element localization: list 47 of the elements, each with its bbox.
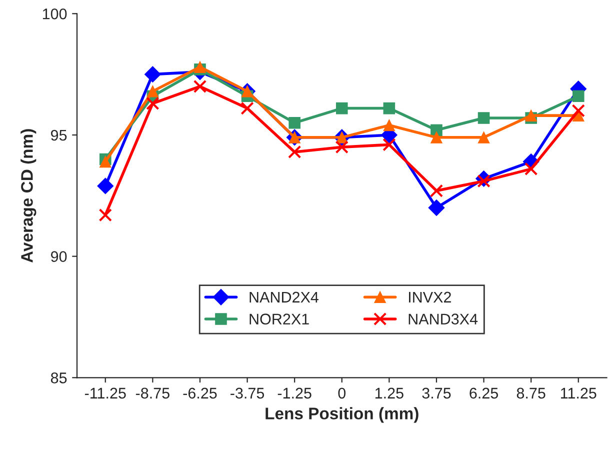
y-axis-title: Average CD (nm) <box>20 129 36 263</box>
legend-label: INVX2 <box>408 292 451 302</box>
point <box>97 178 114 194</box>
point <box>193 80 207 94</box>
x-tick-label: 1.25 <box>375 388 404 399</box>
point <box>146 96 160 110</box>
x-tick-label: 0 <box>338 388 346 399</box>
x-tick-label: -1.25 <box>278 388 312 399</box>
y-tick-label: 95 <box>51 130 67 141</box>
point <box>383 102 396 114</box>
y-tick-label: 100 <box>42 8 67 20</box>
legend-label: NOR2X1 <box>250 314 309 324</box>
point <box>430 132 442 144</box>
point <box>430 184 444 198</box>
legend-label: NAND2X4 <box>250 292 319 302</box>
x-tick-label: 3.75 <box>422 388 451 399</box>
point <box>525 110 537 122</box>
x-tick-label: 6.25 <box>470 388 498 399</box>
x-axis-title: Lens Position (mm) <box>266 407 418 423</box>
point <box>383 119 396 132</box>
x-tick-label: -6.25 <box>183 388 217 399</box>
point <box>478 112 490 124</box>
point <box>240 102 254 115</box>
point <box>572 90 584 102</box>
point <box>336 102 348 114</box>
point <box>335 140 348 154</box>
point <box>99 156 112 168</box>
y-tick-label: 85 <box>50 372 67 384</box>
point <box>524 162 538 176</box>
point <box>288 145 302 159</box>
point <box>146 85 159 98</box>
x-tick-label: 11.25 <box>560 388 596 399</box>
point <box>478 132 490 144</box>
x-tick-label: -3.75 <box>230 388 264 399</box>
point <box>194 61 206 73</box>
legend-label: NAND3X4 <box>408 314 478 324</box>
x-tick-label: -8.75 <box>136 388 170 399</box>
x-tick-label: -11.25 <box>84 388 126 399</box>
point <box>382 138 396 152</box>
point <box>288 116 300 129</box>
point <box>428 200 445 216</box>
point <box>98 208 112 222</box>
point <box>477 174 490 188</box>
point <box>144 66 161 83</box>
x-tick-label: 8.75 <box>516 388 546 399</box>
point <box>572 104 585 118</box>
y-tick-label: 90 <box>51 251 67 262</box>
